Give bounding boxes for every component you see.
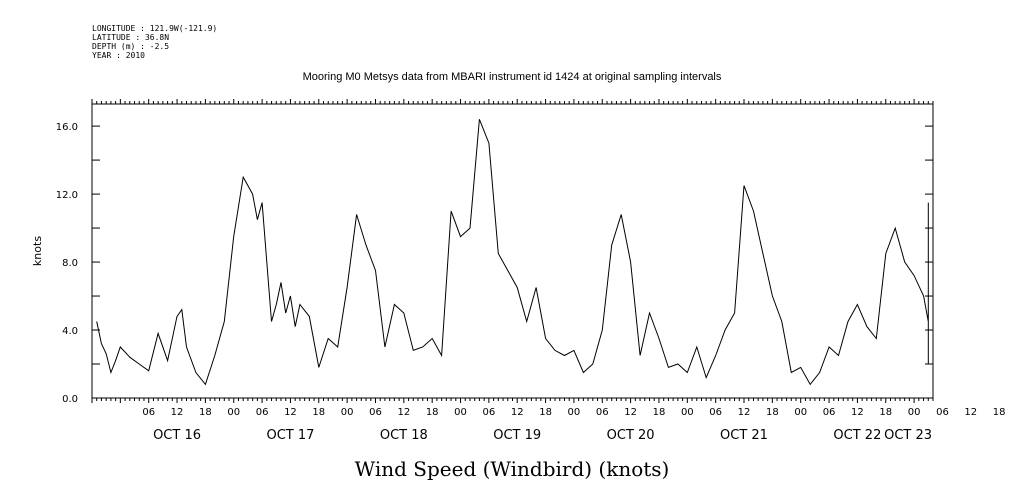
x-hour-label: 00 [908,407,921,418]
x-day-label: OCT 17 [266,428,314,443]
x-hour-label: 06 [369,407,382,418]
x-hour-label: 18 [199,407,212,418]
x-day-label: OCT 19 [493,428,541,443]
x-axis: 06 12 18 00 06 12 18 00 06 12 18 00 06 12 18 00 06 12 18 00… [91,99,1006,443]
x-hour-label: 18 [993,407,1006,418]
x-hour-label: 06 [823,407,836,418]
x-hour-label: 00 [681,407,694,418]
y-tick-label: 16.0 [56,122,78,133]
x-hour-label: 18 [539,407,552,418]
x-hour-label: 00 [227,407,240,418]
x-day-label: OCT 21 [720,428,768,443]
y-axis: 0.0 4.0 8.0 12.0 16.0 [56,122,933,405]
x-hour-label: 00 [794,407,807,418]
meta-latitude: LATITUDE : 36.8N [92,33,169,42]
y-tick-label: 4.0 [62,326,78,337]
x-hour-label: 12 [851,407,864,418]
x-hour-label: 06 [936,407,949,418]
x-day-label: OCT 22 [833,428,881,443]
x-hour-label: 18 [312,407,325,418]
x-hour-label: 00 [568,407,581,418]
x-hour-label: 06 [142,407,155,418]
meta-longitude: LONGITUDE : 121.9W(-121.9) [92,24,217,33]
x-hour-label: 12 [511,407,524,418]
x-hour-label: 12 [964,407,977,418]
x-hour-label: 06 [256,407,269,418]
x-hour-label: 00 [454,407,467,418]
x-hour-label: 06 [483,407,496,418]
meta-depth: DEPTH (m) : -2.5 [92,42,169,51]
x-hour-label: 12 [397,407,410,418]
x-day-label: OCT 16 [153,428,201,443]
y-tick-label: 0.0 [62,394,78,405]
plot-frame [91,103,934,399]
meta-year: YEAR : 2010 [92,51,145,60]
x-hour-label: 12 [171,407,184,418]
x-hour-label: 18 [879,407,892,418]
y-axis-label: knots [31,236,44,266]
y-tick-label: 8.0 [62,258,78,269]
x-hour-label: 06 [709,407,722,418]
x-day-label: OCT 20 [607,428,655,443]
wind-speed-series-line [96,119,929,386]
x-hour-label: 12 [284,407,297,418]
x-hour-label: 18 [766,407,779,418]
x-day-label: OCT 18 [380,428,428,443]
x-axis-label: Wind Speed (Windbird) (knots) [355,457,670,481]
x-hour-label: 12 [624,407,637,418]
x-hour-label: 18 [426,407,439,418]
x-hour-label: 06 [596,407,609,418]
x-day-label: OCT 23 [884,428,932,443]
x-hour-label: 12 [738,407,751,418]
y-tick-label: 12.0 [56,190,78,201]
chart-title: Mooring M0 Metsys data from MBARI instru… [303,71,722,83]
x-hour-label: 18 [653,407,666,418]
x-hour-label: 00 [341,407,354,418]
